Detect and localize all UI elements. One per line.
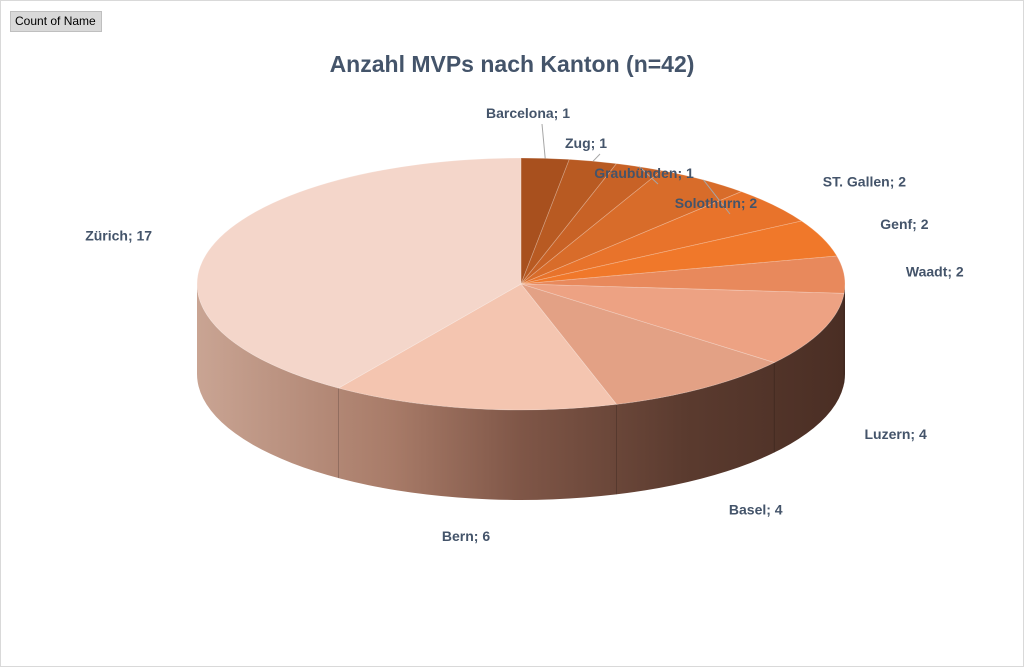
pie-slice-bern xyxy=(337,283,618,411)
leader-line-barcelona xyxy=(541,123,546,159)
data-label-zurich: Zürich; 17 xyxy=(85,228,152,244)
data-label-solothurn: Solothurn; 2 xyxy=(675,195,758,211)
data-label-barcelona: Barcelona; 1 xyxy=(486,105,570,121)
leader-line-solothurn xyxy=(703,179,731,215)
leader-line-graubunden xyxy=(639,166,659,185)
pie-slice-zurich xyxy=(196,157,522,389)
leader-line-zug xyxy=(592,153,601,162)
pie-slice-basel xyxy=(519,283,776,405)
chart-title: Anzahl MVPs nach Kanton (n=42) xyxy=(329,51,695,77)
data-label-genf: Genf; 2 xyxy=(880,216,928,232)
data-label-luzern: Luzern; 4 xyxy=(865,426,927,442)
data-label-basel: Basel; 4 xyxy=(729,502,783,518)
pie-slice-waadt xyxy=(520,255,846,294)
data-label-st-gallen: ST. Gallen; 2 xyxy=(823,174,906,190)
pie-slice-genf xyxy=(520,220,838,285)
data-label-waadt: Waadt; 2 xyxy=(906,264,964,280)
pie-slice-luzern xyxy=(520,283,845,364)
data-label-bern: Bern; 6 xyxy=(442,528,490,544)
data-label-graubunden: Graubünden; 1 xyxy=(594,165,694,181)
pivot-field-button[interactable]: Count of Name xyxy=(10,11,102,32)
data-label-zug: Zug; 1 xyxy=(565,135,607,151)
pie-side-wall xyxy=(197,284,845,500)
pie-slice-st-gallen xyxy=(520,191,803,285)
